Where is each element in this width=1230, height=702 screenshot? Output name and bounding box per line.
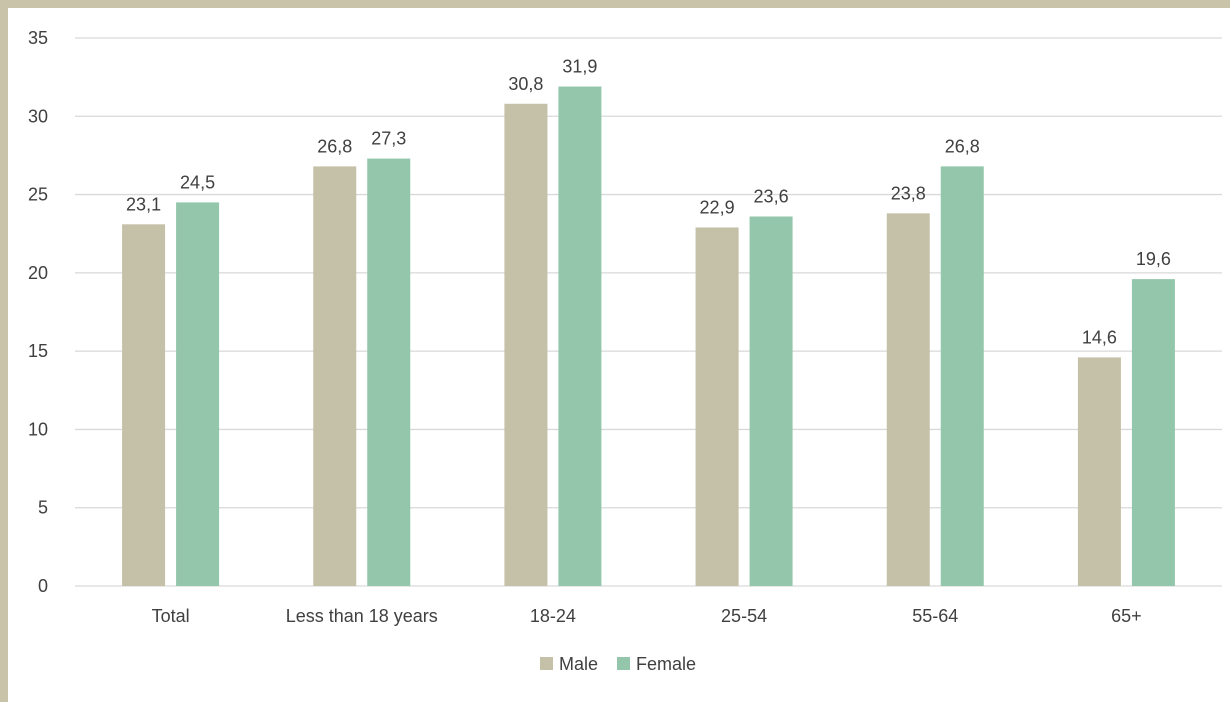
data-label: 26,8 bbox=[317, 136, 352, 156]
data-label: 23,6 bbox=[754, 186, 789, 206]
y-tick-label: 35 bbox=[28, 28, 48, 48]
bar-female bbox=[367, 158, 411, 586]
legend-label-female: Female bbox=[636, 654, 696, 674]
data-label: 23,1 bbox=[126, 194, 161, 214]
gridlines bbox=[75, 37, 1222, 587]
bar-female bbox=[749, 216, 793, 586]
data-label: 31,9 bbox=[562, 57, 597, 77]
data-label: 27,3 bbox=[371, 129, 406, 149]
bar-male bbox=[1077, 357, 1121, 586]
legend: Male Female bbox=[540, 654, 696, 674]
y-tick-label: 10 bbox=[28, 419, 48, 439]
y-tick-label: 20 bbox=[28, 263, 48, 283]
bar-female bbox=[940, 166, 984, 587]
x-category-label: 55-64 bbox=[912, 606, 958, 626]
data-label: 24,5 bbox=[180, 172, 215, 192]
bar-male bbox=[504, 103, 548, 586]
data-label: 30,8 bbox=[508, 74, 543, 94]
y-axis-ticks: 0 5 10 15 20 25 30 35 bbox=[28, 28, 48, 596]
legend-swatch-female bbox=[617, 657, 630, 670]
x-category-label: Less than 18 years bbox=[286, 606, 438, 626]
bars bbox=[122, 86, 1175, 587]
x-category-label: Total bbox=[152, 606, 190, 626]
y-tick-label: 15 bbox=[28, 341, 48, 361]
legend-label-male: Male bbox=[559, 654, 598, 674]
data-labels: 23,1 24,5 26,8 27,3 30,8 31,9 22,9 23,6 23,8 26,8… bbox=[126, 57, 1171, 348]
data-label: 14,6 bbox=[1082, 327, 1117, 347]
bar-male bbox=[886, 213, 930, 587]
y-tick-label: 30 bbox=[28, 106, 48, 126]
data-label: 23,8 bbox=[891, 183, 926, 203]
x-category-label: 25-54 bbox=[721, 606, 767, 626]
data-label: 19,6 bbox=[1136, 249, 1171, 269]
y-tick-label: 5 bbox=[38, 498, 48, 518]
y-tick-label: 0 bbox=[38, 576, 48, 596]
chart-frame: 0 5 10 15 20 25 30 35 23,1 24,5 26,8 27,3 30,8 31,9 2… bbox=[8, 8, 1230, 702]
bar-female bbox=[1131, 279, 1175, 586]
legend-swatch-male bbox=[540, 657, 553, 670]
data-label: 26,8 bbox=[945, 136, 980, 156]
x-axis-categories: Total Less than 18 years 18-24 25-54 55-64 65… bbox=[152, 606, 1142, 626]
x-category-label: 65+ bbox=[1111, 606, 1142, 626]
bar-male bbox=[313, 166, 357, 587]
bar-female bbox=[176, 202, 220, 586]
y-tick-label: 25 bbox=[28, 185, 48, 205]
x-category-label: 18-24 bbox=[530, 606, 576, 626]
bar-female bbox=[558, 86, 602, 586]
data-label: 22,9 bbox=[700, 197, 735, 217]
bar-male bbox=[695, 227, 739, 587]
bar-male bbox=[122, 224, 166, 586]
